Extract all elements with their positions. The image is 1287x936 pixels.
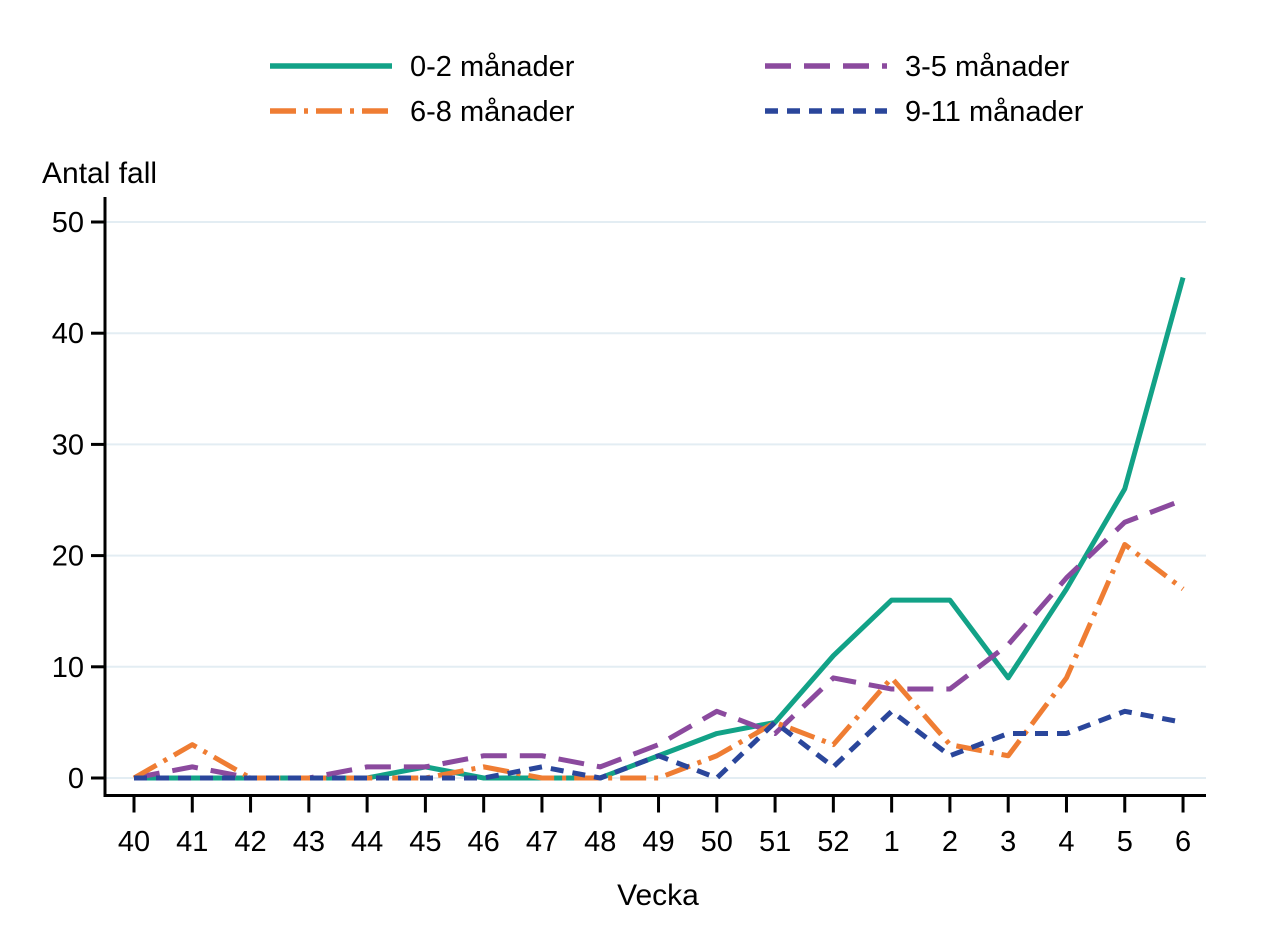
y-tick-label: 30	[52, 429, 84, 461]
x-tick-label: 47	[526, 826, 558, 858]
x-tick-label: 5	[1117, 826, 1133, 858]
y-tick-label: 0	[68, 763, 84, 795]
y-tick-label: 50	[52, 207, 84, 239]
x-tick-label: 49	[642, 826, 674, 858]
x-tick-label: 43	[293, 826, 325, 858]
y-axis-title: Antal fall	[42, 157, 157, 190]
series-line-0-2-månader	[134, 276, 1186, 781]
x-tick-label: 2	[942, 826, 958, 858]
legend-label: 9-11 månader	[905, 96, 1084, 128]
x-tick-label: 41	[176, 826, 208, 858]
x-tick-label: 4	[1058, 826, 1074, 858]
x-tick-label: 48	[584, 826, 616, 858]
x-tick-label: 51	[759, 826, 791, 858]
x-tick-label: 42	[234, 826, 266, 858]
x-tick-label: 46	[468, 826, 500, 858]
series-line-6-8-månader	[132, 541, 1185, 781]
y-tick-label: 40	[52, 318, 84, 350]
legend-label: 6-8 månader	[410, 96, 575, 128]
x-tick-label: 45	[409, 826, 441, 858]
x-tick-label: 40	[118, 826, 150, 858]
y-tick-label: 20	[52, 541, 84, 573]
series-layer	[132, 276, 1186, 781]
legend: 0-2 månader 3-5 månader 6-8 månader 9-11 må…	[270, 51, 1084, 128]
y-tick-label: 10	[52, 652, 84, 684]
legend-label: 0-2 månader	[410, 51, 575, 83]
x-tick-label: 44	[351, 826, 383, 858]
x-tick-label: 6	[1175, 826, 1191, 858]
x-tick-label: 52	[817, 826, 849, 858]
x-tick-label: 3	[1000, 826, 1016, 858]
x-tick-label: 50	[701, 826, 733, 858]
series-line-9-11-månader	[134, 708, 1184, 781]
grid-layer	[105, 221, 1206, 779]
x-tick-label: 1	[884, 826, 900, 858]
legend-label: 3-5 månader	[905, 51, 1070, 83]
series-line-3-5-månader	[133, 497, 1184, 781]
x-axis-title: Vecka	[617, 879, 699, 912]
